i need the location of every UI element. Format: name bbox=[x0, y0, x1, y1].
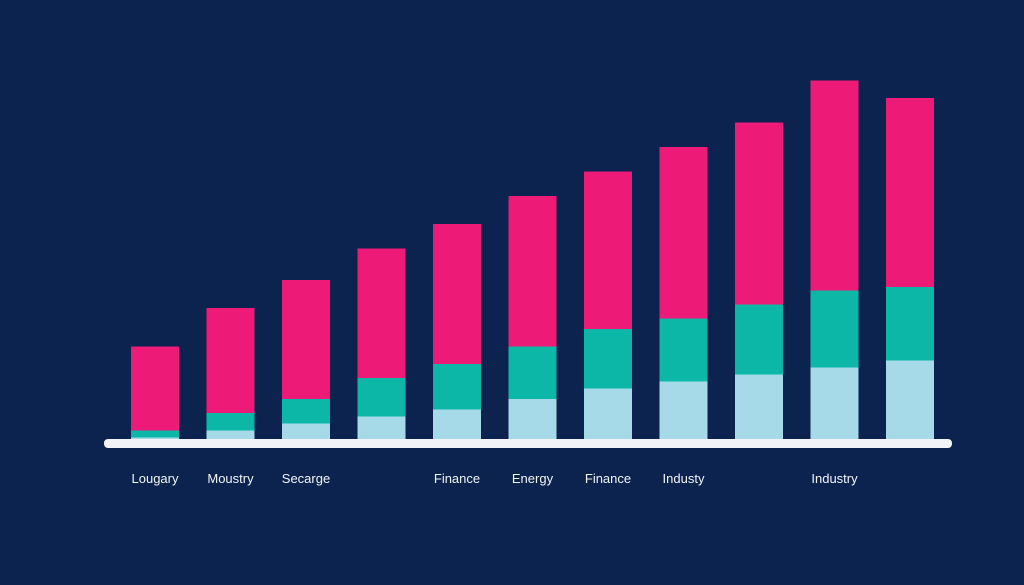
bar-segment-bottom-9 bbox=[735, 374, 783, 448]
bar-segment-middle-5 bbox=[433, 364, 481, 410]
bar-segment-top-10 bbox=[810, 80, 859, 291]
bar-segment-middle-11 bbox=[886, 287, 934, 361]
bar-segment-bottom-7 bbox=[584, 388, 632, 448]
x-tick-label-8: Industy bbox=[663, 471, 705, 486]
bar-segment-middle-6 bbox=[508, 346, 557, 399]
x-tick-label-5: Finance bbox=[434, 471, 480, 486]
bar-segment-top-11 bbox=[886, 98, 934, 287]
bar-segment-middle-3 bbox=[282, 399, 330, 424]
bar-segment-top-7 bbox=[584, 171, 632, 329]
bar-segment-top-2 bbox=[206, 308, 255, 413]
bar-segment-top-1 bbox=[131, 346, 179, 431]
bar-segment-bottom-10 bbox=[810, 367, 859, 448]
bar-segment-middle-7 bbox=[584, 329, 632, 389]
bar-segment-middle-9 bbox=[735, 304, 783, 375]
x-tick-label-7: Finance bbox=[585, 471, 631, 486]
bar-segment-top-6 bbox=[508, 196, 557, 347]
x-tick-label-1: Lougary bbox=[132, 471, 179, 486]
x-tick-label-2: Moustry bbox=[207, 471, 254, 486]
bar-segment-middle-4 bbox=[357, 378, 406, 417]
x-tick-label-6: Energy bbox=[512, 471, 554, 486]
bar-segment-bottom-8 bbox=[659, 381, 708, 448]
x-tick-label-3: Secarge bbox=[282, 471, 330, 486]
bar-segment-middle-1 bbox=[131, 430, 179, 438]
baseline-axis bbox=[104, 439, 952, 448]
category-labels: Lougary Moustry Secarge Finance Energy Financ… bbox=[132, 471, 859, 486]
bar-segment-middle-8 bbox=[659, 318, 708, 382]
bar-segment-top-4 bbox=[357, 248, 406, 378]
bar-segment-middle-10 bbox=[810, 290, 859, 368]
bar-segment-top-8 bbox=[659, 147, 708, 319]
bar-segment-top-9 bbox=[735, 122, 783, 305]
bar-segment-top-3 bbox=[282, 280, 330, 399]
x-tick-label-10: Industry bbox=[811, 471, 858, 486]
bar-segment-middle-2 bbox=[206, 413, 255, 431]
bar-segment-bottom-11 bbox=[886, 360, 934, 448]
bar-segment-top-5 bbox=[433, 224, 481, 364]
